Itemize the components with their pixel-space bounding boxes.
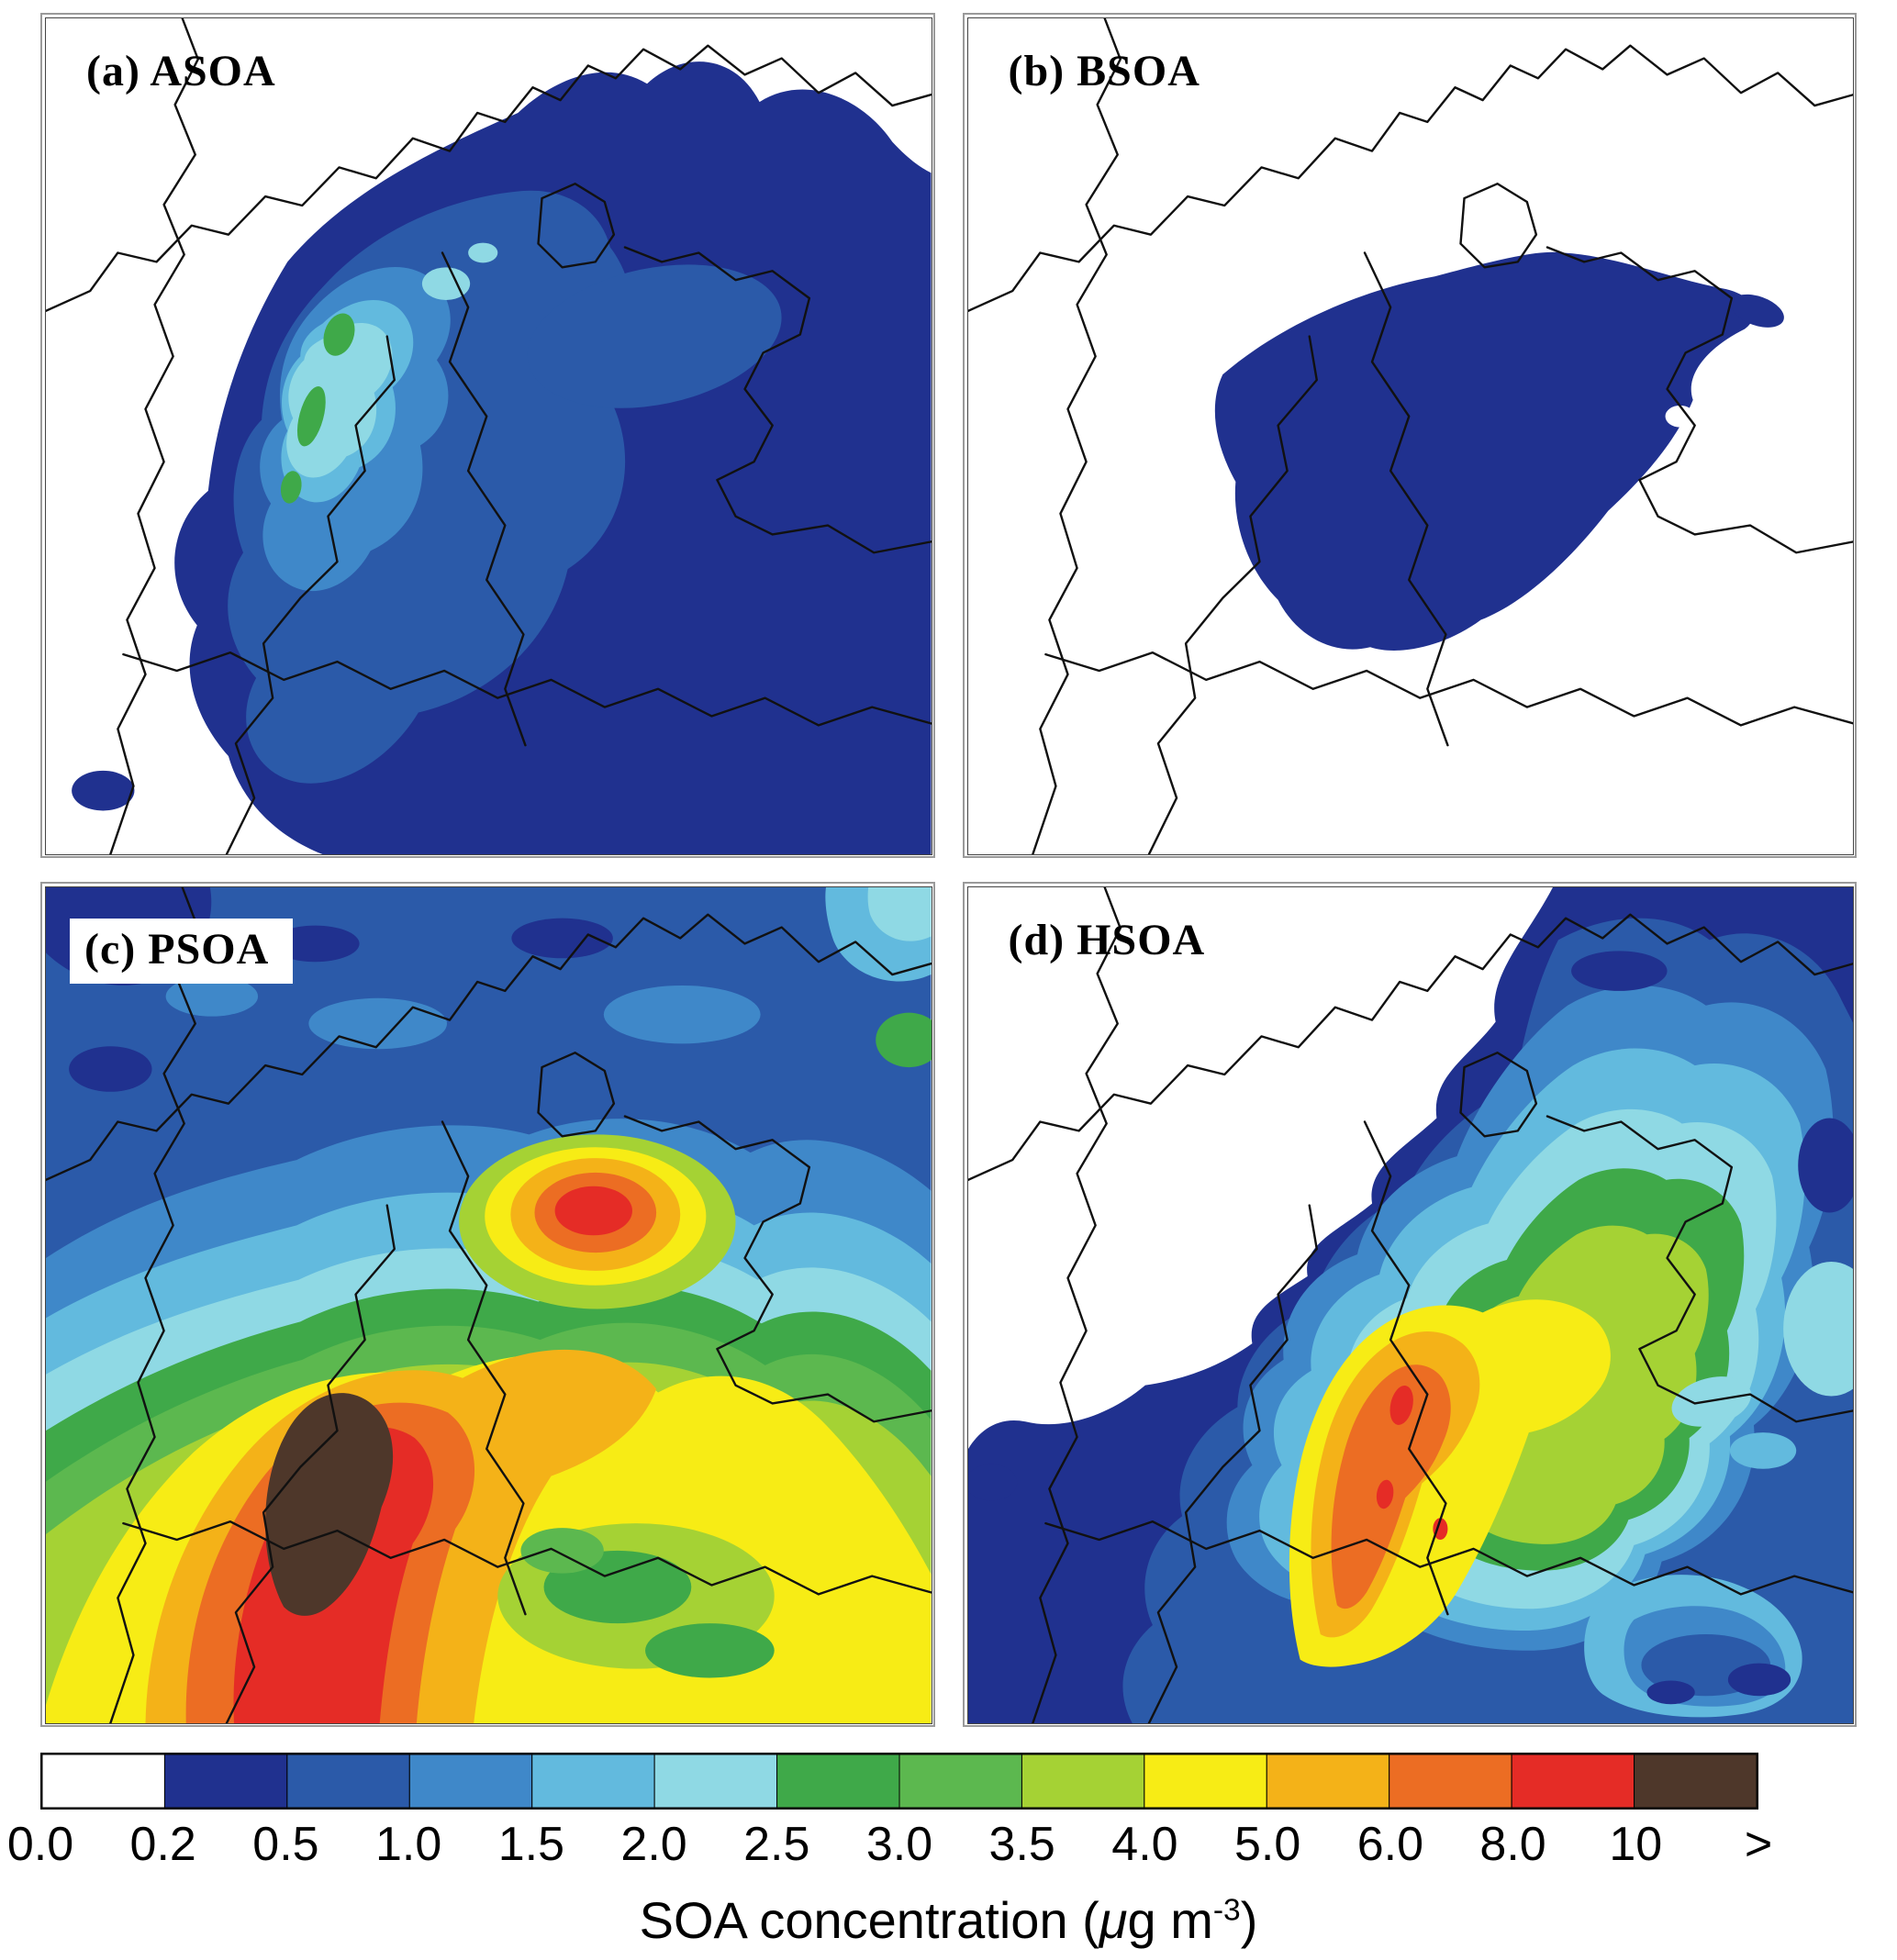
psoa-contours — [46, 887, 932, 1723]
contour-region — [645, 1623, 775, 1678]
tick-label: 0.2 — [129, 1818, 196, 1871]
contour-region — [1782, 1261, 1853, 1397]
tick-label: 1.0 — [374, 1818, 442, 1871]
contour-region — [296, 386, 326, 447]
tick-label: 2.0 — [620, 1818, 687, 1871]
contour-region — [323, 313, 355, 356]
contour-region — [1797, 1118, 1853, 1213]
contour-region — [1727, 1663, 1791, 1697]
contour-region — [1729, 1432, 1796, 1469]
colorbar-segment — [777, 1754, 899, 1808]
tick-label: 0.0 — [6, 1818, 74, 1871]
colorbar-segment — [899, 1754, 1021, 1808]
map-psoa: (c) PSOA — [45, 886, 932, 1724]
panel-c: (c) PSOA — [40, 882, 935, 1727]
colorbar-segment — [164, 1754, 286, 1808]
contour-region — [308, 997, 448, 1050]
contour-region — [1665, 405, 1695, 428]
bsoa-contours — [967, 18, 1853, 854]
contour-region — [1570, 951, 1668, 991]
caption-suffix: ) — [1240, 1891, 1258, 1949]
contour-region — [468, 242, 498, 263]
contour-region — [876, 1012, 932, 1068]
tick-label: 6.0 — [1356, 1818, 1423, 1871]
contour-region — [511, 918, 613, 959]
colorbar-ticks: 0.0 0.2 0.5 1.0 1.5 2.0 2.5 3.0 3.5 4.0 … — [7, 1817, 1772, 1874]
colorbar-segment — [287, 1754, 409, 1808]
panel-d: (d) HSOA — [962, 882, 1857, 1727]
colorbar-segment — [42, 1754, 164, 1808]
tick-label: 1.5 — [497, 1818, 564, 1871]
tick-label: 10 — [1609, 1818, 1663, 1871]
colorbar-segment — [654, 1754, 776, 1808]
tick-label: 3.0 — [865, 1818, 933, 1871]
caption-unit: g m — [1127, 1891, 1213, 1949]
caption-exponent: -3 — [1212, 1893, 1241, 1928]
colorbar — [40, 1753, 1758, 1810]
contour-region — [1646, 1680, 1695, 1705]
contour-region — [554, 1186, 632, 1236]
colorbar-segment — [1144, 1754, 1267, 1808]
tick-label: 8.0 — [1479, 1818, 1546, 1871]
panel-b: (b) BSOA — [962, 13, 1857, 858]
panel-grid: (a) ASOA (b) BSOA — [40, 13, 1857, 1727]
contour-region — [603, 985, 761, 1044]
colorbar-segment — [1267, 1754, 1389, 1808]
panel-c-label: (c) PSOA — [70, 919, 294, 984]
contour-region — [867, 887, 932, 941]
contour-region — [527, 264, 782, 408]
contour-region — [1432, 1518, 1447, 1540]
map-asoa: (a) ASOA — [45, 17, 932, 855]
panel-a-label: (a) ASOA — [86, 47, 276, 95]
caption-prefix: SOA concentration ( — [639, 1891, 1099, 1949]
map-bsoa: (b) BSOA — [966, 17, 1854, 855]
panel-d-label: (d) HSOA — [1008, 916, 1206, 964]
caption-mu: μ — [1099, 1891, 1128, 1949]
colorbar-caption: SOA concentration (μg m-3) — [40, 1890, 1857, 1950]
colorbar-segment — [1512, 1754, 1634, 1808]
tick-label: 0.5 — [252, 1818, 319, 1871]
hsoa-contours — [967, 887, 1853, 1723]
contour-region — [280, 471, 302, 504]
contour-region — [967, 1464, 1017, 1501]
contour-region — [520, 1528, 604, 1574]
colorbar-segment — [1635, 1754, 1757, 1808]
tick-label: 3.5 — [988, 1818, 1055, 1871]
map-hsoa: (d) HSOA — [966, 886, 1854, 1724]
asoa-contours — [46, 18, 932, 854]
tick-label: 4.0 — [1111, 1818, 1178, 1871]
contour-region — [1730, 294, 1784, 328]
tick-label: > — [1744, 1818, 1773, 1871]
contour-region — [72, 770, 135, 811]
colorbar-segment — [409, 1754, 531, 1808]
colorbar-segment — [1389, 1754, 1512, 1808]
contour-region — [265, 1393, 394, 1616]
contour-region — [69, 1046, 152, 1092]
colorbar-segment — [1021, 1754, 1144, 1808]
contour-region — [1389, 1385, 1413, 1425]
contour-region — [1376, 1479, 1393, 1509]
panel-a: (a) ASOA — [40, 13, 935, 858]
colorbar-segment — [532, 1754, 654, 1808]
panel-b-label: (b) BSOA — [1008, 47, 1200, 95]
tick-label: 5.0 — [1233, 1818, 1301, 1871]
tick-label: 2.5 — [743, 1818, 810, 1871]
colorbar-area: 0.0 0.2 0.5 1.0 1.5 2.0 2.5 3.0 3.5 4.0 … — [7, 1753, 1772, 1874]
contour-region — [1214, 251, 1755, 651]
contour-region — [421, 267, 471, 300]
